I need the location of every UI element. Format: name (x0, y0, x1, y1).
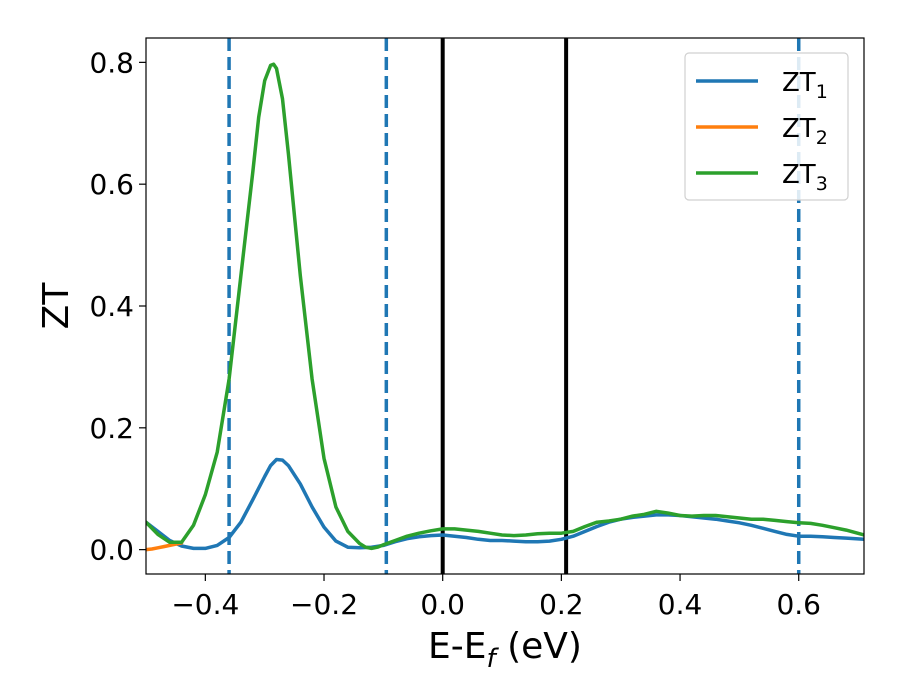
legend-label-main: ZT (782, 68, 816, 98)
y-tick-label: 0.6 (89, 168, 134, 201)
series-line-zt2 (146, 541, 184, 552)
x-tick-label: 0.2 (539, 588, 584, 621)
x-axis-label: E-Ef (eV) (428, 626, 582, 674)
legend-label-main: ZT (782, 114, 816, 144)
y-tick-label: 0.8 (89, 46, 134, 79)
y-tick-label: 0.4 (89, 290, 134, 323)
y-axis-label: ZT (36, 282, 77, 330)
series-lines (146, 62, 864, 552)
x-tick-label: 0.6 (776, 588, 821, 621)
y-tick-label: 0.2 (89, 412, 134, 445)
series-line-zt3 (146, 62, 864, 551)
legend-label-zt2: ZT2 (782, 114, 828, 149)
y-axis-ticks: 0.0 0.2 0.4 0.6 0.8 (89, 46, 146, 567)
series-line-zt1 (146, 457, 864, 551)
reference-lines (227, 38, 801, 574)
x-axis-label-unit: (eV) (496, 626, 582, 667)
x-tick-label: −0.4 (171, 588, 239, 621)
x-axis-ticks: −0.4 −0.2 0.0 0.2 0.4 0.6 (171, 574, 821, 621)
legend-label-zt3: ZT3 (782, 160, 828, 195)
x-axis-label-main: E-E (428, 626, 486, 667)
legend-label-subscript: 2 (816, 127, 828, 149)
y-tick-label: 0.0 (89, 534, 134, 567)
x-tick-label: 0.4 (658, 588, 703, 621)
legend-label-zt1: ZT1 (782, 68, 828, 103)
x-tick-label: −0.2 (290, 588, 358, 621)
legend-box (684, 52, 849, 201)
legend-label-main: ZT (782, 160, 816, 190)
x-tick-label: 0.0 (420, 588, 465, 621)
legend-label-subscript: 1 (816, 81, 828, 103)
legend-label-subscript: 3 (816, 173, 828, 195)
